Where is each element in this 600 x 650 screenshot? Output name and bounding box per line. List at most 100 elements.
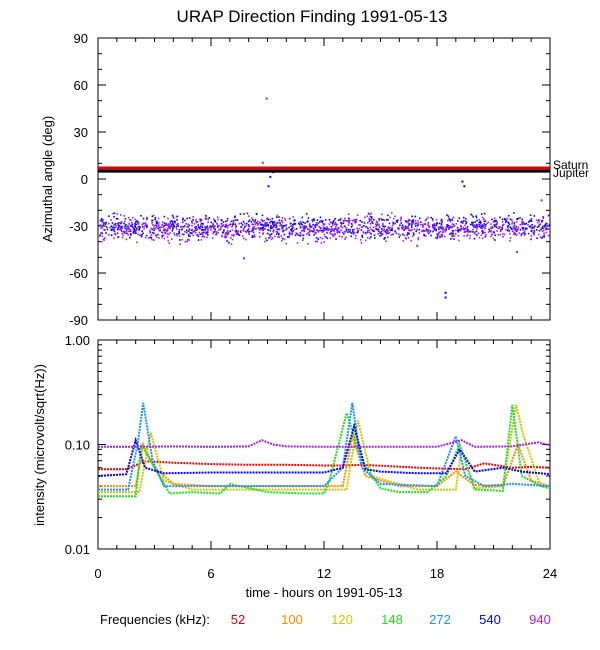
azimuth-point xyxy=(123,230,125,233)
azimuth-point xyxy=(188,230,190,232)
azimuth-point xyxy=(211,225,214,227)
azimuth-point xyxy=(295,227,298,230)
azimuth-point xyxy=(275,216,278,219)
azimuth-point xyxy=(470,213,472,216)
azimuth-point xyxy=(360,229,363,231)
azimuth-point xyxy=(440,233,443,236)
azimuth-point xyxy=(292,224,294,226)
azimuth-point xyxy=(548,224,551,227)
azimuth-point xyxy=(458,239,460,242)
azimuth-point xyxy=(238,234,241,237)
azimuth-point xyxy=(246,230,249,232)
azimuth-point xyxy=(150,236,152,239)
azimuth-point xyxy=(233,219,235,222)
azimuth-point xyxy=(512,233,515,235)
azimuth-point xyxy=(121,236,124,239)
azimuth-point xyxy=(501,233,504,235)
azimuth-point xyxy=(347,213,350,215)
azimuth-point xyxy=(254,223,257,226)
azimuth-point xyxy=(343,217,346,220)
azimuth-point xyxy=(212,223,214,225)
azimuth-point xyxy=(494,223,497,226)
azimuth-point xyxy=(125,229,128,232)
azimuth-point xyxy=(425,227,428,230)
azimuth-point xyxy=(132,231,135,233)
x-tick-label: 0 xyxy=(94,566,101,581)
azimuth-point xyxy=(382,229,385,232)
azimuth-point xyxy=(269,234,271,236)
azimuth-point xyxy=(110,219,112,221)
reference-label-saturn: Saturn xyxy=(553,158,588,172)
azimuth-point xyxy=(208,226,211,229)
azimuth-point xyxy=(199,218,201,221)
azimuth-point xyxy=(129,230,132,232)
azimuth-point xyxy=(388,231,391,234)
azimuth-point xyxy=(481,216,484,219)
azimuth-point xyxy=(439,235,442,238)
azimuth-point xyxy=(530,235,533,237)
azimuth-point xyxy=(467,231,469,233)
azimuth-point xyxy=(329,237,332,240)
azimuth-point xyxy=(153,227,155,229)
azimuth-point xyxy=(512,225,515,228)
azimuth-point xyxy=(524,228,527,231)
azimuth-point xyxy=(493,217,496,220)
azimuth-point xyxy=(206,234,209,236)
azimuth-point xyxy=(413,233,415,236)
azimuth-point xyxy=(196,228,198,231)
azimuth-point xyxy=(438,228,440,231)
azimuth-point xyxy=(449,238,452,240)
azimuth-outlier xyxy=(227,241,230,244)
azimuth-point xyxy=(433,227,435,230)
azimuth-point xyxy=(533,231,536,234)
azimuth-point xyxy=(361,234,364,237)
azimuth-point xyxy=(412,221,415,223)
azimuth-point xyxy=(193,230,196,233)
azimuth-point xyxy=(418,232,421,234)
azimuth-point xyxy=(358,227,361,230)
azimuth-point xyxy=(173,225,175,227)
series-line-52 xyxy=(98,460,551,471)
azimuth-point xyxy=(391,224,394,227)
azimuth-point xyxy=(341,231,344,234)
azimuth-point xyxy=(278,219,281,222)
azimuth-point xyxy=(451,230,454,232)
azimuth-point xyxy=(197,226,200,229)
azimuth-point xyxy=(140,234,142,236)
azimuth-point xyxy=(141,234,143,236)
azimuth-point xyxy=(331,222,334,225)
azimuth-point xyxy=(134,224,136,227)
azimuth-point xyxy=(279,222,281,224)
azimuth-point xyxy=(176,233,178,235)
azimuth-point xyxy=(256,222,259,225)
azimuth-point xyxy=(533,233,535,236)
azimuth-point xyxy=(243,213,245,215)
azimuth-point xyxy=(372,226,375,229)
azimuth-point xyxy=(237,233,240,236)
azimuth-point xyxy=(363,221,366,224)
azimuth-point xyxy=(319,227,322,230)
azimuth-point xyxy=(529,219,531,222)
azimuth-point xyxy=(284,224,287,227)
azimuth-point xyxy=(179,243,181,245)
azimuth-point xyxy=(220,219,223,221)
azimuth-point xyxy=(384,231,387,234)
azimuth-point xyxy=(407,229,410,232)
azimuth-point xyxy=(206,230,209,233)
azimuth-point xyxy=(535,229,538,231)
azimuth-point xyxy=(223,236,226,238)
azimuth-point xyxy=(247,224,250,226)
azimuth-point xyxy=(172,228,174,230)
azimuth-point xyxy=(511,219,513,221)
azimuth-point xyxy=(414,219,417,222)
azimuth-point xyxy=(451,235,453,238)
azimuth-point xyxy=(396,227,399,229)
azimuth-point xyxy=(241,224,244,226)
azimuth-point xyxy=(520,234,523,237)
azimuth-point xyxy=(132,232,135,234)
azimuth-point xyxy=(121,232,123,235)
azimuth-point xyxy=(368,220,371,223)
azimuth-point xyxy=(532,226,535,228)
azimuth-point xyxy=(137,225,139,228)
azimuth-point xyxy=(411,229,413,231)
